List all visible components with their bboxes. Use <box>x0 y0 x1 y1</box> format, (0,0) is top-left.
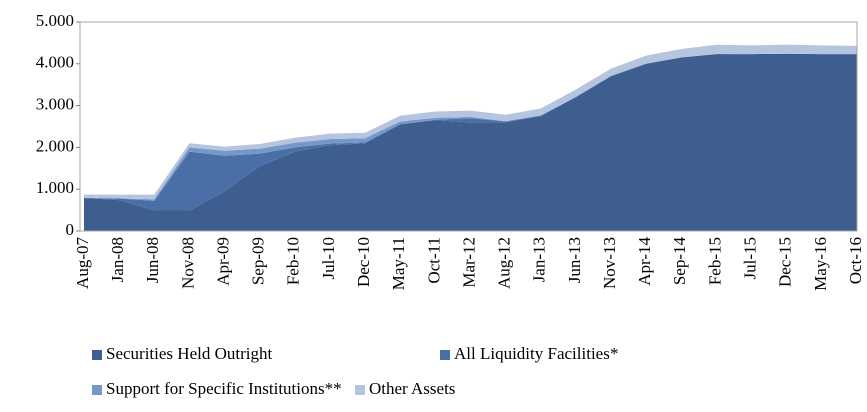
x-tick-label: Jan-13 <box>530 237 549 282</box>
y-tick-label: 2.000 <box>36 136 74 155</box>
area <box>84 53 857 211</box>
y-tick-label: 3.000 <box>36 95 74 114</box>
legend-label: Securities Held Outright <box>106 344 272 363</box>
legend-label: All Liquidity Facilities* <box>454 344 618 363</box>
legend-label: Support for Specific Institutions** <box>106 379 342 398</box>
x-tick-label: Jul-10 <box>319 237 338 280</box>
x-tick-label: Aug-07 <box>73 237 92 289</box>
x-tick-label: Sep-09 <box>249 237 268 285</box>
x-tick-label: Apr-14 <box>635 237 654 286</box>
x-tick-label: Nov-08 <box>178 237 197 289</box>
y-tick-label: 4.000 <box>36 53 74 72</box>
x-tick-label: Aug-12 <box>495 237 514 289</box>
x-tick-label: Sep-14 <box>670 237 689 286</box>
x-tick-label: Jul-15 <box>740 237 759 280</box>
y-tick-label: 5.000 <box>36 11 74 30</box>
plot-frame <box>79 21 858 232</box>
legend-swatch <box>92 385 102 395</box>
x-tick-label: Feb-10 <box>284 237 303 285</box>
y-tick-label: 0 <box>66 220 75 239</box>
area <box>84 53 857 231</box>
y-tick-label: 1.000 <box>36 178 74 197</box>
legend-swatch <box>440 350 450 360</box>
x-tick-label: Oct-16 <box>846 237 865 284</box>
legend-label: Other Assets <box>369 379 455 398</box>
x-tick-label: Dec-15 <box>776 237 795 287</box>
legend-swatch <box>355 385 365 395</box>
x-tick-label: Jun-08 <box>143 237 162 283</box>
x-tick-label: Feb-15 <box>705 237 724 285</box>
x-tick-label: May-16 <box>811 237 830 291</box>
x-tick-label: May-11 <box>389 237 408 290</box>
x-tick-label: Jun-13 <box>565 237 584 283</box>
x-tick-label: Apr-09 <box>213 237 232 286</box>
legend-swatch <box>92 350 102 360</box>
x-tick-label: Jan-08 <box>108 237 127 282</box>
x-tick-label: Oct-11 <box>424 237 443 284</box>
x-tick-label: Nov-13 <box>600 237 619 289</box>
x-tick-label: Dec-10 <box>354 237 373 287</box>
x-tick-label: Mar-12 <box>459 237 478 288</box>
